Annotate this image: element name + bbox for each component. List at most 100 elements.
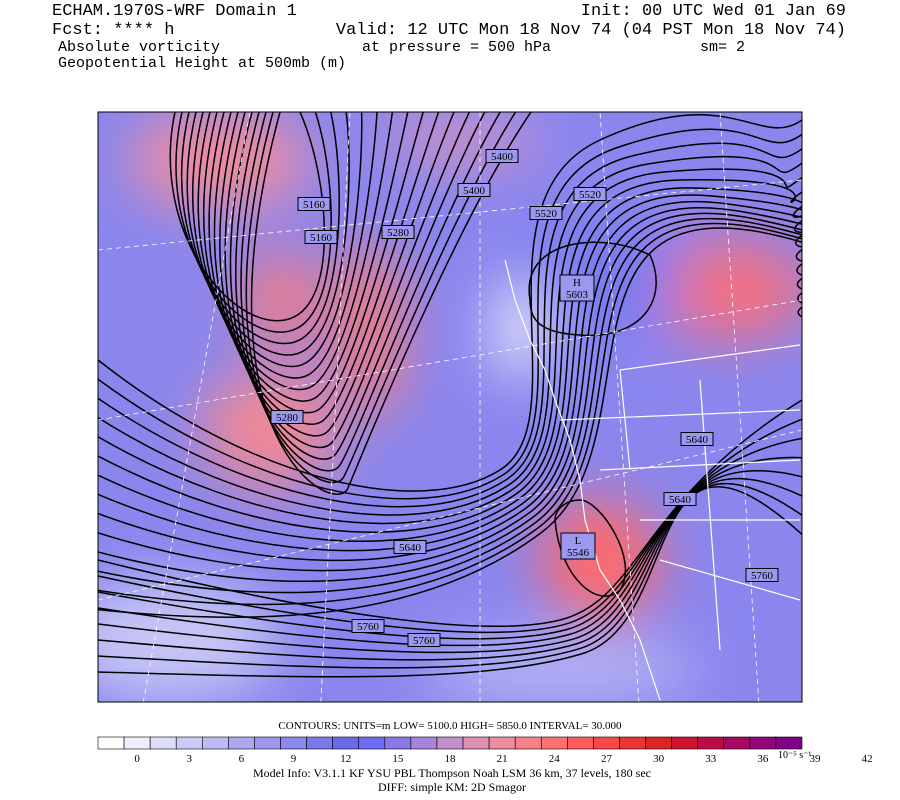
colorbar-swatch <box>123 736 151 750</box>
colorbar-tick-label: 18 <box>445 753 457 765</box>
label-box <box>559 274 595 302</box>
label-box <box>351 619 385 633</box>
title: ECHAM.1970S-WRF Domain 1 <box>52 2 297 21</box>
colorbar-tick-label: 39 <box>810 753 822 765</box>
colorbar-tick-label: 27 <box>601 753 613 765</box>
forecast: Fcst: **** h <box>52 21 174 40</box>
colorbar-swatch <box>723 736 751 750</box>
colorbar-swatch <box>540 736 568 750</box>
colorbar-tick-label: 15 <box>392 753 404 765</box>
contour-line <box>213 112 424 414</box>
colorbar-swatch <box>436 736 464 750</box>
graticule <box>98 299 802 421</box>
colorbar-tick-label: 42 <box>862 753 873 765</box>
contour-line <box>98 187 802 542</box>
colorbar-tick-label: 12 <box>340 753 351 765</box>
contour-line <box>98 128 802 500</box>
colorbar-swatch <box>514 736 542 750</box>
contour-line <box>175 112 332 333</box>
colorbar-swatch <box>280 736 307 750</box>
colorbar-tick-label: 0 <box>134 753 140 765</box>
valid-time: Valid: 12 UTC Mon 18 Nov 74 (04 PST Mon … <box>336 21 846 40</box>
low-symbol: L <box>575 535 582 547</box>
colorbar-tick-label: 9 <box>291 753 297 765</box>
label-box <box>270 410 304 424</box>
smoothing: sm= 2 <box>700 39 745 56</box>
contour-line <box>197 112 378 379</box>
label-box <box>393 540 427 554</box>
colorbar-swatch <box>697 736 725 750</box>
contour-line <box>528 241 657 337</box>
contour-field: Geopotential Height at 500mb (m) <box>58 55 346 72</box>
contour-line <box>208 112 409 402</box>
contour-line <box>98 168 802 525</box>
colorbar-swatch <box>384 736 412 750</box>
contour-line <box>98 486 802 678</box>
colorbar-swatch <box>97 736 125 750</box>
colorbar-swatch <box>593 736 620 750</box>
contour-line <box>98 222 802 606</box>
label-box <box>680 432 714 446</box>
colorbar-swatch <box>671 736 699 750</box>
contour-line <box>554 499 627 597</box>
contour-line <box>250 112 532 495</box>
contour-label: 5400 <box>463 185 486 197</box>
contour-line <box>98 194 802 552</box>
contour-line <box>98 217 802 594</box>
contour-label: 5760 <box>413 635 436 647</box>
colorbar-tick-label: 30 <box>653 753 665 765</box>
label-box <box>529 206 563 220</box>
contour-line <box>98 201 802 562</box>
contour-line <box>192 112 363 368</box>
contour-line <box>240 112 501 472</box>
colorbar-swatch <box>462 736 490 750</box>
colorbar-swatch <box>645 736 672 750</box>
colorbar-swatch <box>488 736 516 750</box>
field-name: Absolute vorticity <box>58 39 220 56</box>
diff-info: DIFF: simple KM: 2D Smagor <box>378 780 526 794</box>
colorbar-swatch <box>775 736 803 750</box>
pressure: at pressure = 500 hPa <box>362 39 551 56</box>
label-box <box>745 568 779 582</box>
contour-line <box>186 112 350 356</box>
label-box <box>457 183 491 197</box>
contour-label: 5520 <box>535 208 558 220</box>
graticule <box>719 112 760 702</box>
colorbar-swatch <box>201 736 229 750</box>
colorbar-tick-label: 33 <box>705 753 717 765</box>
contour-summary: CONTOURS: UNITS=m LOW= 5100.0 HIGH= 5850… <box>278 720 622 732</box>
colorbar-swatch <box>254 736 281 750</box>
contour-line <box>98 114 802 492</box>
colorbar-swatch <box>228 736 255 750</box>
graticule <box>320 112 351 702</box>
contour-line <box>98 212 802 583</box>
label-box <box>297 197 331 211</box>
low-value: 5546 <box>567 547 590 559</box>
contour-line <box>245 112 517 484</box>
high-symbol: H <box>573 277 581 289</box>
colorbar-swatch <box>149 736 177 750</box>
contour-line <box>169 112 326 322</box>
map-frame <box>97 111 803 703</box>
colorbar-tick-label: 3 <box>187 753 193 765</box>
label-box <box>560 532 596 560</box>
label-box <box>485 149 519 163</box>
colorbar-unit: 10⁻⁵ s⁻¹ <box>778 750 811 761</box>
colorbar-swatch <box>306 736 333 750</box>
high-value: 5603 <box>566 289 589 301</box>
label-box <box>304 230 338 244</box>
contour-line <box>98 142 802 508</box>
colorbar-swatch <box>749 736 777 750</box>
contour-line <box>98 179 802 533</box>
contour-label: 5760 <box>751 570 774 582</box>
graticule <box>142 112 251 702</box>
contour-label: 5520 <box>579 189 602 201</box>
colorbar-swatch <box>567 736 594 750</box>
colorbar-tick-label: 21 <box>497 753 508 765</box>
contour-line <box>98 227 802 619</box>
colorbar-swatch <box>175 736 203 750</box>
contour-label: 5640 <box>669 494 692 506</box>
contour-line <box>229 112 471 449</box>
contour-label: 5640 <box>686 434 709 446</box>
